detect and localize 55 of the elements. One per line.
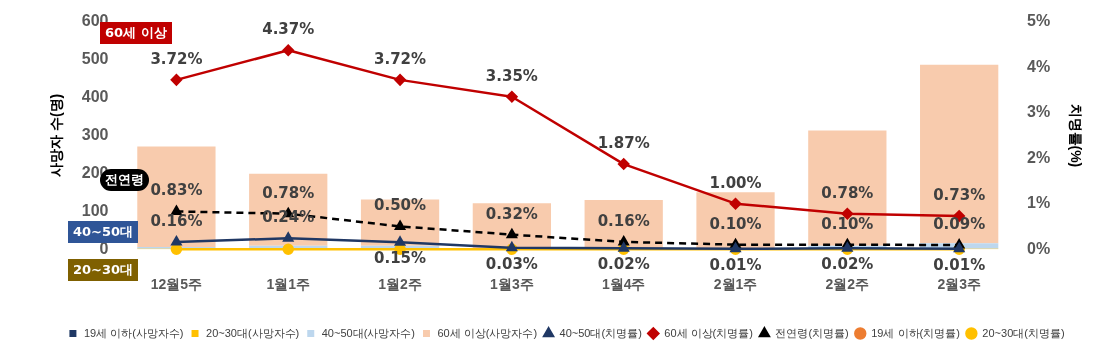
y2-tick-label: 4% [1027,57,1051,75]
legend-label: 전연령(치명률) [775,326,849,339]
legend-label: 60세 이상(사망자수) [437,326,538,339]
data-label: 3.35% [485,66,538,85]
data-label: 3.72% [150,49,203,68]
data-label: 3.72% [374,49,427,68]
legend-label: 40~50대(치명률) [559,326,642,339]
data-label: 0.50% [374,196,427,215]
text: 20~30대 [68,259,139,282]
data-label: 0.16% [597,211,650,230]
x-tick-label: 1월3주 [490,276,534,293]
annotation: 60세 이상 [100,22,172,44]
legend-label: 20~30대(치명률) [982,326,1065,339]
data-label: 0.15% [374,249,427,268]
y-tick-label: 100 [81,201,109,219]
x-tick-label: 2월1주 [713,276,758,293]
x-tick-label: 1월4주 [601,276,646,293]
legend-label: 19세 이하(치명률) [871,326,960,339]
data-label: 0.01% [933,255,986,274]
y2-tick-label: 1% [1027,194,1051,212]
y-tick-label: 400 [81,87,109,105]
data-label: 4.37% [262,20,315,39]
data-label: 0.73% [933,185,986,204]
data-label: 0.10% [821,214,874,233]
y-tick-label: 300 [81,125,109,143]
x-tick-label: 2월2주 [825,276,870,293]
y2-tick-label: 2% [1027,148,1051,166]
data-label: 0.02% [597,255,650,274]
x-tick-label: 2월3주 [937,276,981,293]
legend-label: 40~50대(사망자수) [321,326,415,339]
data-label: 0.16% [150,211,203,230]
legend-label: 20~30대(사망자수) [206,326,300,339]
y2-axis-title: 치명률(%) [1067,103,1084,168]
y2-tick-label: 3% [1027,103,1051,121]
data-label: 0.09% [933,214,986,233]
x-tick-label: 12월5주 [150,276,203,293]
data-label: 0.01% [709,255,762,274]
data-label: 1.00% [709,173,762,192]
y2-tick-label: 0% [1027,239,1051,257]
annotation: 40~50대 [73,224,134,240]
data-label: 0.78% [821,183,874,202]
data-label: 0.02% [821,255,874,274]
y-axis-title: 사망자 수(명) [48,93,65,178]
legend-label: 60세 이상(치명률) [664,326,753,339]
legend-label: 19세 이하(사망자수) [83,326,184,339]
data-label: 1.87% [597,133,650,152]
x-tick-label: 1월1주 [266,276,311,293]
data-label: 0.10% [709,214,762,233]
data-label: 0.03% [485,254,538,273]
data-label: 0.83% [150,181,203,200]
data-label: 0.32% [485,204,538,223]
data-label: 0.78% [262,183,315,202]
y-tick-label: 500 [81,49,109,67]
y2-tick-label: 5% [1027,12,1051,30]
x-tick-label: 1월2주 [378,276,422,293]
